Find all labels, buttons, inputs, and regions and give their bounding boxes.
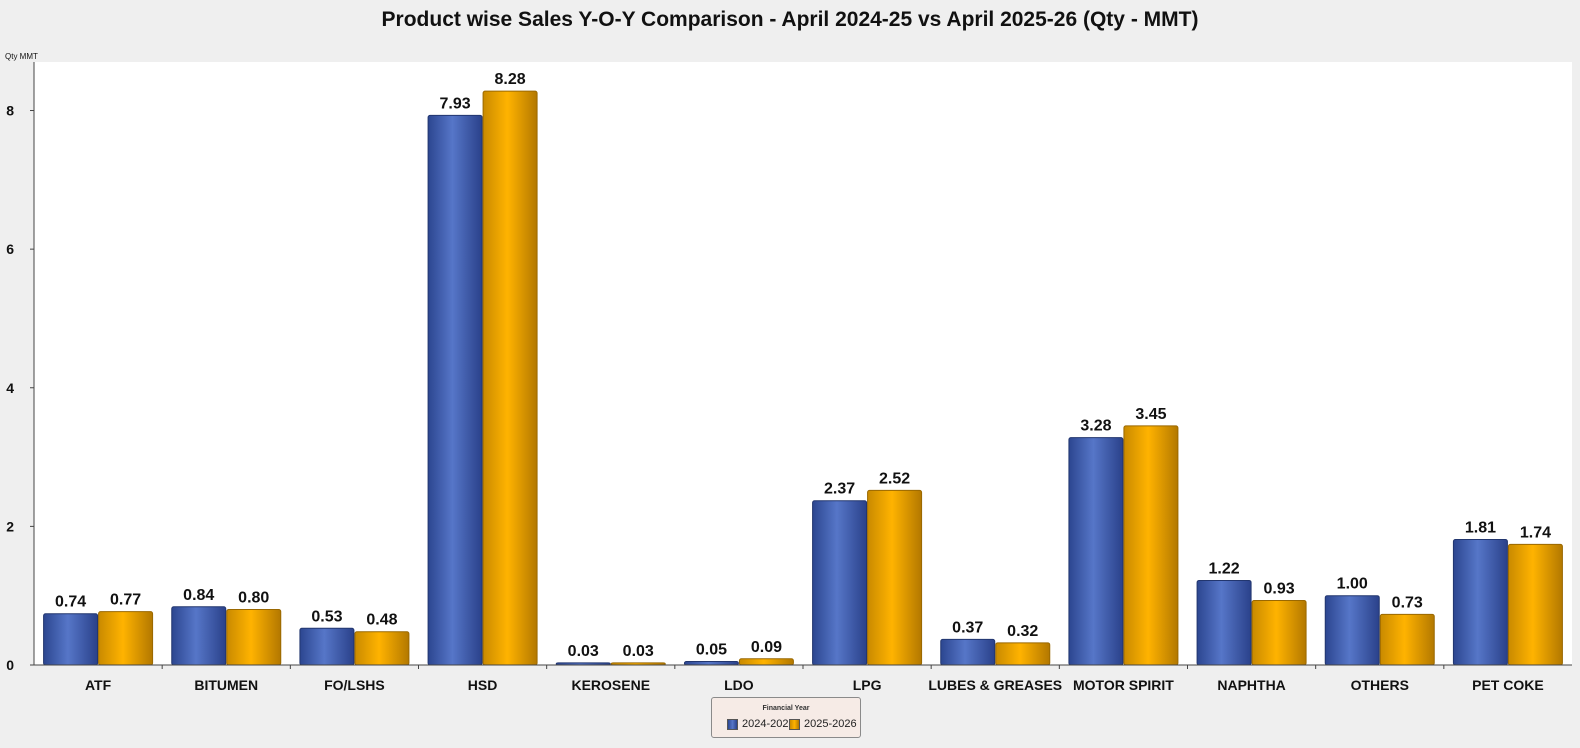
legend-swatch-gold bbox=[789, 718, 800, 730]
x-tick-label: OTHERS bbox=[1351, 677, 1409, 693]
data-label: 2.52 bbox=[879, 470, 910, 487]
bar-2024-2025-lpg bbox=[812, 500, 868, 666]
data-label: 0.73 bbox=[1392, 594, 1423, 611]
bar-2025-2026-lubes-greases bbox=[995, 642, 1051, 666]
data-label: 0.37 bbox=[952, 619, 983, 636]
data-label: 0.09 bbox=[751, 639, 782, 656]
data-label: 0.53 bbox=[311, 608, 342, 625]
legend-item-2024-2025: 2024-2025 bbox=[727, 718, 795, 730]
bar-2025-2026-hsd bbox=[482, 90, 538, 666]
x-tick-label: NAPHTHA bbox=[1217, 677, 1285, 693]
x-tick-label: KEROSENE bbox=[571, 677, 650, 693]
bar-2024-2025-bitumen bbox=[171, 606, 227, 666]
data-label: 1.22 bbox=[1209, 560, 1240, 577]
plot-area bbox=[34, 62, 1572, 665]
bar-2024-2025-fo-lshs bbox=[299, 627, 355, 666]
data-label: 3.28 bbox=[1080, 418, 1111, 435]
data-label: 0.77 bbox=[110, 592, 141, 609]
data-label: 3.45 bbox=[1135, 406, 1166, 423]
legend-swatch-blue bbox=[727, 718, 738, 730]
y-axis: 0 2 4 6 8 bbox=[6, 62, 35, 673]
y-tick-label: 2 bbox=[6, 518, 14, 534]
data-label: 0.05 bbox=[696, 642, 727, 659]
x-tick-label: LPG bbox=[853, 677, 882, 693]
bar-2025-2026-motor-spirit bbox=[1123, 425, 1179, 666]
legend-title: Financial Year bbox=[762, 705, 810, 712]
bar-2024-2025-ldo bbox=[683, 661, 739, 666]
bar-2024-2025-atf bbox=[43, 613, 99, 666]
bar-2024-2025-lubes-greases bbox=[940, 638, 996, 666]
bar-2025-2026-bitumen bbox=[226, 609, 282, 666]
y-tick-label: 8 bbox=[6, 103, 14, 119]
data-label: 0.32 bbox=[1007, 623, 1038, 640]
x-axis: ATF BITUMEN FO/LSHS HSD KEROSENE LDO LPG LUBES … bbox=[34, 664, 1572, 693]
data-label: 0.03 bbox=[623, 643, 654, 660]
bar-2024-2025-naphtha bbox=[1196, 579, 1252, 666]
bar-2024-2025-others bbox=[1324, 595, 1380, 666]
data-label: 1.74 bbox=[1520, 524, 1551, 541]
data-label: 0.03 bbox=[568, 643, 599, 660]
bar-2025-2026-fo-lshs bbox=[354, 631, 410, 666]
data-label: 0.93 bbox=[1264, 581, 1295, 598]
bar-2024-2025-pet-coke bbox=[1452, 539, 1508, 666]
bar-2025-2026-others bbox=[1379, 613, 1435, 666]
data-label: 1.81 bbox=[1465, 520, 1496, 537]
x-tick-label: ATF bbox=[85, 677, 112, 693]
legend-item-2025-2026: 2025-2026 bbox=[789, 718, 857, 730]
bar-2025-2026-lpg bbox=[867, 489, 923, 666]
bar-2024-2025-hsd bbox=[427, 114, 483, 666]
data-label: 8.28 bbox=[495, 71, 526, 88]
data-label: 0.80 bbox=[238, 590, 269, 607]
legend-label: 2024-2025 bbox=[742, 718, 795, 730]
data-label: 0.48 bbox=[366, 612, 397, 629]
bar-2025-2026-pet-coke bbox=[1507, 543, 1563, 666]
x-tick-label: FO/LSHS bbox=[324, 677, 385, 693]
data-label: 7.93 bbox=[440, 95, 471, 112]
data-label: 0.74 bbox=[55, 594, 86, 611]
data-label: 2.37 bbox=[824, 481, 855, 498]
data-labels: 0.74 0.77 0.84 0.80 0.53 0.48 7.93 8.28 0.03 0.03… bbox=[55, 71, 1551, 660]
bar-2025-2026-naphtha bbox=[1251, 600, 1307, 666]
data-label: 1.00 bbox=[1337, 576, 1368, 593]
y-tick-label: 6 bbox=[6, 241, 14, 257]
data-label: 0.84 bbox=[183, 587, 214, 604]
x-tick-label: MOTOR SPIRIT bbox=[1073, 677, 1174, 693]
chart-title: Product wise Sales Y-O-Y Comparison - Ap… bbox=[381, 8, 1199, 31]
x-tick-label: HSD bbox=[468, 677, 498, 693]
bar-2025-2026-atf bbox=[98, 611, 154, 666]
bars bbox=[43, 90, 1563, 666]
y-axis-label: Qty MMT bbox=[5, 52, 38, 61]
bar-2024-2025-motor-spirit bbox=[1068, 437, 1124, 666]
y-tick-label: 4 bbox=[6, 380, 14, 396]
x-tick-label: PET COKE bbox=[1472, 677, 1544, 693]
legend: Financial Year 2024-2025 2025-2026 bbox=[711, 697, 861, 738]
legend-label: 2025-2026 bbox=[804, 718, 857, 730]
x-tick-label: LDO bbox=[724, 677, 754, 693]
y-tick-label: 0 bbox=[6, 657, 14, 673]
x-tick-label: BITUMEN bbox=[194, 677, 258, 693]
bar-2025-2026-ldo bbox=[738, 658, 794, 666]
x-tick-label: LUBES & GREASES bbox=[928, 677, 1062, 693]
